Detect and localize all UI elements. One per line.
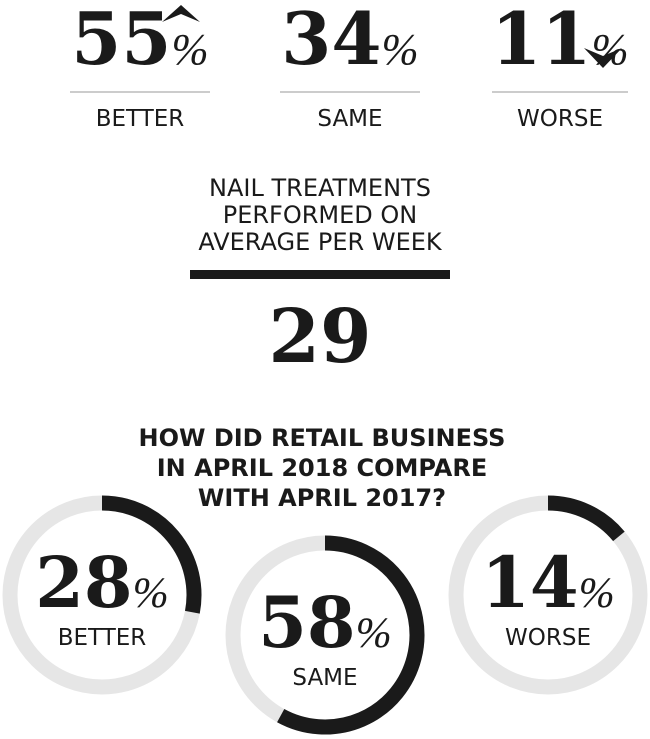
percent-sign: % — [356, 609, 392, 657]
question-line: WITH APRIL 2017? — [198, 484, 446, 512]
percent-sign: % — [133, 569, 169, 617]
treatments-value: 29 — [269, 294, 372, 380]
percent-sign: % — [592, 24, 629, 74]
donut-label: SAME — [292, 665, 357, 691]
heading-line: NAIL TREATMENTS — [209, 174, 431, 202]
number: 34 — [281, 0, 381, 81]
donut-value: 28% — [35, 541, 169, 624]
donut-arc — [277, 535, 425, 735]
number: 55 — [71, 0, 171, 81]
question-line: IN APRIL 2018 COMPARE — [157, 454, 487, 482]
number: 14 — [481, 541, 578, 624]
heading-line: AVERAGE PER WEEK — [198, 228, 443, 256]
stat-label: SAME — [317, 106, 382, 132]
number: 58 — [258, 581, 355, 664]
percent-sign: % — [172, 24, 209, 74]
donut-label: BETTER — [58, 625, 147, 651]
question-line: HOW DID RETAIL BUSINESS — [139, 424, 506, 452]
percent-sign: % — [579, 569, 615, 617]
number: 28 — [35, 541, 132, 624]
donut-arc — [101, 495, 202, 614]
stat-value: 55% — [71, 0, 208, 81]
up-arrow — [162, 5, 200, 22]
stat-value: 11% — [491, 0, 628, 81]
down-arrow — [584, 48, 622, 68]
heading-line: PERFORMED ON — [223, 201, 418, 229]
stat-value: 34% — [281, 0, 418, 81]
donut-label: WORSE — [505, 625, 591, 651]
percent-sign: % — [382, 24, 419, 74]
stat-label: BETTER — [96, 106, 185, 132]
donut-value: 14% — [481, 541, 615, 624]
stat-label: WORSE — [517, 106, 603, 132]
donut-arc — [547, 495, 625, 542]
thick-bar — [190, 270, 450, 279]
number: 11 — [491, 0, 591, 81]
donut-value: 58% — [258, 581, 392, 664]
